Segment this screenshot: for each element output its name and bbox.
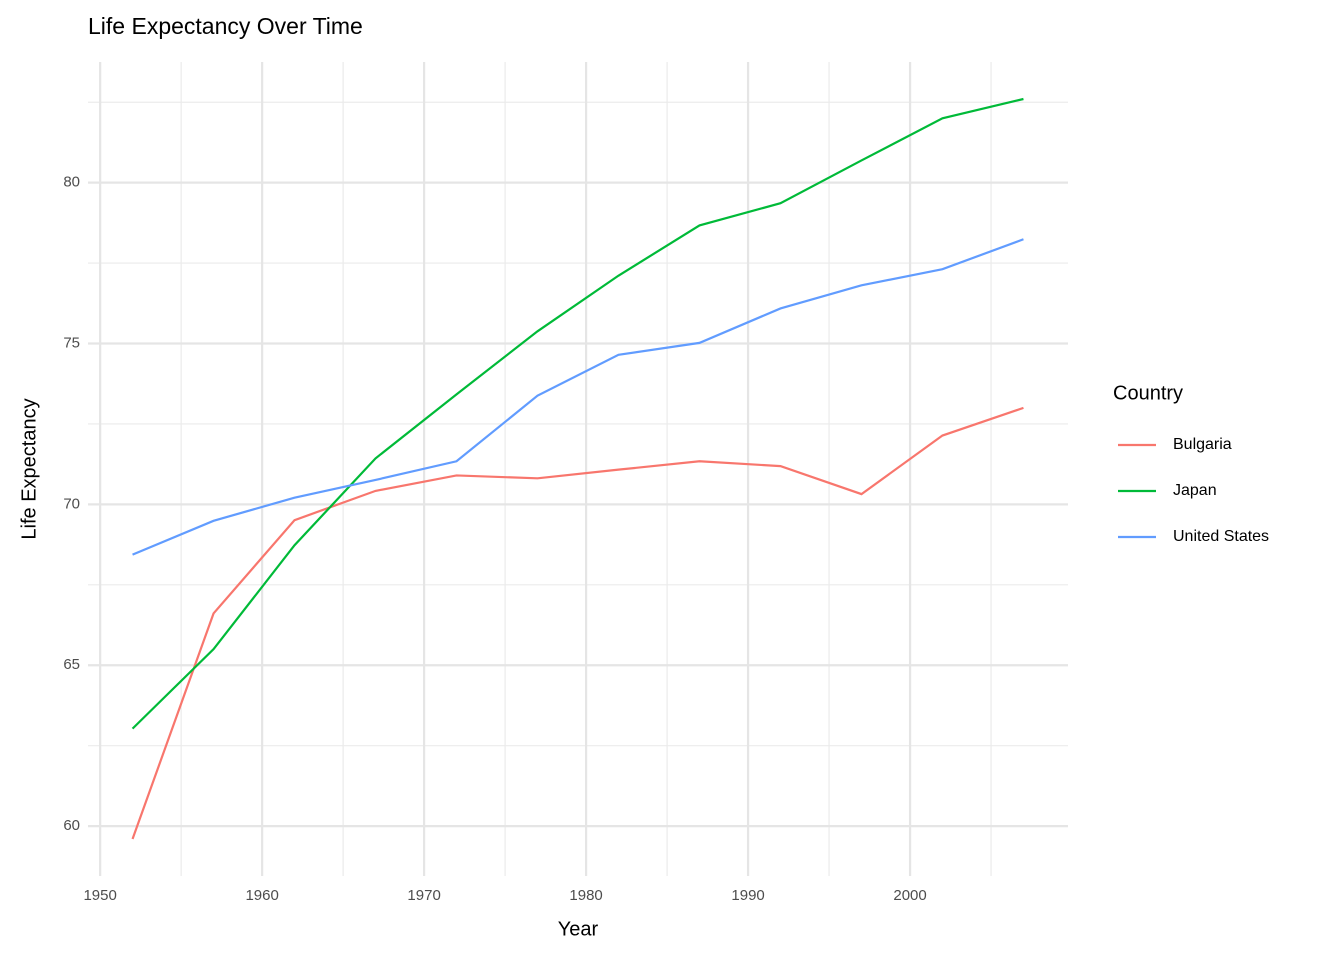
legend-label: United States [1173,528,1269,545]
x-tick-label: 1970 [407,887,440,904]
y-tick-label: 60 [63,817,80,834]
legend-label: Bulgaria [1173,436,1232,453]
legend-title: Country [1113,382,1183,404]
x-tick-label: 1960 [245,887,278,904]
chart-title: Life Expectancy Over Time [88,13,363,39]
x-tick-label: 1990 [731,887,764,904]
grid [88,62,1068,876]
y-tick-label: 80 [63,174,80,191]
y-tick-label: 75 [63,334,80,351]
x-tick-label: 2000 [893,887,926,904]
line [132,238,1024,556]
y-axis-title: Life Expectancy [18,398,40,539]
line [131,97,1024,730]
x-tick-label: 1950 [83,887,116,904]
x-tick-label: 1980 [569,887,602,904]
line [131,406,1024,840]
y-tick-label: 65 [63,656,80,673]
x-axis-title: Year [558,918,599,940]
legend-label: Japan [1173,482,1217,499]
y-tick-label: 70 [63,495,80,512]
